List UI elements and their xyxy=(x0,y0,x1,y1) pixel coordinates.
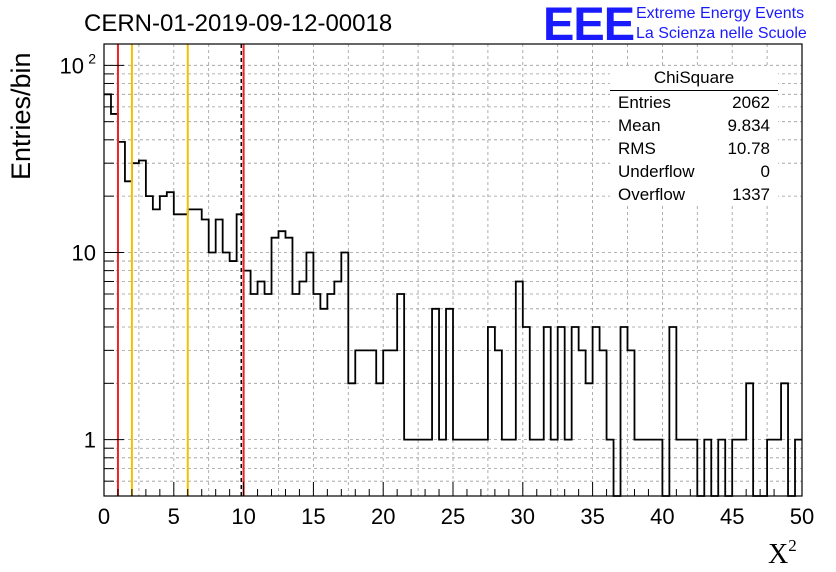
x-tick-label: 15 xyxy=(301,504,325,529)
stats-label: Mean xyxy=(618,116,661,135)
stats-title: ChiSquare xyxy=(610,66,778,91)
stats-label: RMS xyxy=(618,139,656,158)
stats-row-overflow: Overflow 1337 xyxy=(610,183,778,206)
x-axis-label-superscript: 2 xyxy=(788,536,797,555)
stats-value: 9.834 xyxy=(727,116,770,135)
stats-row-rms: RMS 10.78 xyxy=(610,137,778,160)
x-tick-label: 40 xyxy=(650,504,674,529)
plot-title: CERN-01-2019-09-12-00018 xyxy=(84,10,393,37)
x-tick-label: 45 xyxy=(720,504,744,529)
stats-row-entries: Entries 2062 xyxy=(610,91,778,114)
x-tick-label: 50 xyxy=(790,504,814,529)
eee-logo: EEE xyxy=(543,0,635,50)
logo-caption: Extreme Energy Events La Scienza nelle S… xyxy=(636,4,807,44)
stats-label: Overflow xyxy=(618,185,686,204)
x-axis-label-text: X xyxy=(768,539,789,570)
x-tick-label: 30 xyxy=(511,504,535,529)
stats-value: 0 xyxy=(760,162,770,181)
x-tick-label: 0 xyxy=(98,504,110,529)
logo-line-1: Extreme Energy Events xyxy=(636,5,805,22)
stats-row-mean: Mean 9.834 xyxy=(610,114,778,137)
y-tick-label: 10 xyxy=(72,240,96,265)
x-tick-label: 20 xyxy=(371,504,395,529)
y-tick-label-exponent: 2 xyxy=(88,50,96,66)
stats-value: 2062 xyxy=(732,93,770,112)
histogram-series xyxy=(104,93,802,497)
stats-row-underflow: Underflow 0 xyxy=(610,160,778,183)
stats-box: ChiSquare Entries 2062 Mean 9.834 RMS 10.78… xyxy=(610,66,778,206)
x-tick-label: 35 xyxy=(580,504,604,529)
x-axis-label: X2 xyxy=(768,536,797,571)
y-axis-label: Entries/bin xyxy=(6,52,36,180)
y-tick-label: 1 xyxy=(84,428,96,453)
stats-value: 10.78 xyxy=(727,139,770,158)
x-tick-label: 5 xyxy=(168,504,180,529)
x-tick-label: 10 xyxy=(231,504,255,529)
logo-line-2: La Scienza nelle Scuole xyxy=(636,25,807,42)
x-tick-label: 25 xyxy=(441,504,465,529)
y-tick-label: 10 xyxy=(60,53,84,78)
stats-value: 1337 xyxy=(732,185,770,204)
stats-label: Underflow xyxy=(618,162,695,181)
stats-label: Entries xyxy=(618,93,671,112)
